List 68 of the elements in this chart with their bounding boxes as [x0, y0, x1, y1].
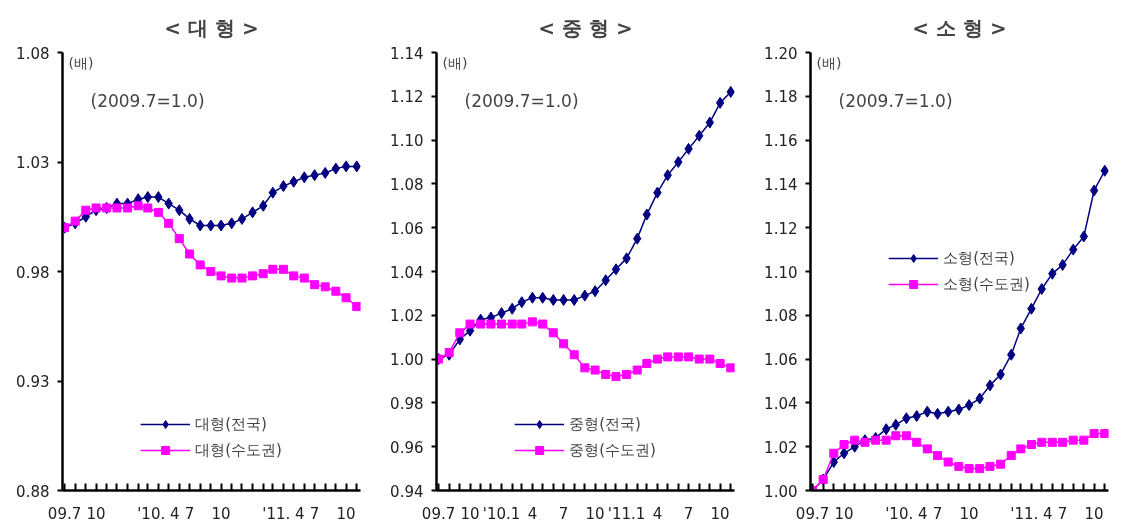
- x-tick-label: '11.1: [607, 504, 646, 523]
- x-tick-label: '11. 4: [262, 504, 305, 523]
- x-tick-label: 10: [336, 504, 356, 523]
- x-tick-label: 7: [1057, 504, 1068, 523]
- x-tick-label: '11. 4: [1010, 504, 1053, 523]
- x-tick-label: 09.7: [795, 504, 830, 523]
- x-tick-label: 10: [585, 504, 605, 523]
- x-tick-label: '10.1: [482, 504, 521, 523]
- y-tick-label: 1.14: [390, 44, 424, 63]
- x-tick-label: 7: [558, 504, 569, 523]
- x-tick-label: 7: [683, 504, 694, 523]
- x-tick-label: 10: [1084, 504, 1104, 523]
- x-tick-label: '10. 4: [885, 504, 928, 523]
- y-axis-title: (배): [816, 54, 842, 71]
- y-tick-label: 1.06: [390, 219, 424, 238]
- x-tick-label: 7: [309, 504, 320, 523]
- chart-title: < 중 형 >: [538, 15, 633, 40]
- annotation: (2009.7=1.0): [464, 90, 579, 111]
- y-tick-label: 1.00: [390, 351, 424, 370]
- legend-label: 소형(수도권): [943, 274, 1030, 294]
- y-tick-label: 1.10: [390, 132, 424, 151]
- y-tick-label: 1.02: [390, 307, 424, 326]
- y-tick-label: 1.03: [16, 154, 50, 172]
- y-axis-title: (배): [68, 54, 94, 71]
- y-tick-label: 1.10: [764, 263, 798, 282]
- y-tick-label: 0.93: [16, 373, 50, 391]
- x-tick-label: 10: [460, 504, 480, 523]
- y-tick-label: 0.98: [390, 394, 424, 413]
- y-tick-label: 1.04: [764, 394, 798, 413]
- y-tick-label: 1.02: [764, 438, 798, 457]
- y-tick-label: 0.96: [390, 438, 424, 457]
- x-tick-label: 10: [710, 504, 730, 523]
- y-tick-label: 1.18: [764, 88, 798, 107]
- legend-label: 대형(수도권): [195, 440, 282, 460]
- y-tick-label: 1.06: [764, 351, 798, 370]
- y-tick-label: 0.94: [390, 482, 424, 501]
- legend-label: 대형(전국): [195, 414, 267, 434]
- legend-label: 소형(전국): [943, 248, 1015, 268]
- y-tick-label: 1.16: [764, 132, 798, 151]
- y-tick-label: 0.88: [16, 482, 50, 501]
- annotation: (2009.7=1.0): [838, 90, 953, 111]
- x-tick-label: 09.7: [47, 504, 82, 523]
- x-tick-label: 10: [834, 504, 854, 523]
- y-tick-label: 0.98: [16, 263, 50, 282]
- annotation: (2009.7=1.0): [90, 90, 205, 111]
- x-tick-label: 09.7: [421, 504, 456, 523]
- legend-label: 중형(수도권): [569, 440, 656, 460]
- y-tick-label: 1.08: [764, 307, 798, 326]
- x-tick-label: 4: [527, 504, 538, 523]
- y-axis-title: (배): [442, 54, 468, 71]
- x-tick-label: 10: [959, 504, 979, 523]
- x-tick-label: 10: [211, 504, 231, 523]
- x-tick-label: 7: [184, 504, 195, 523]
- x-tick-label: '10. 4: [137, 504, 180, 523]
- chart-title: < 소 형 >: [912, 15, 1007, 40]
- y-tick-label: 1.12: [764, 219, 798, 238]
- y-tick-label: 1.20: [764, 44, 798, 63]
- y-tick-label: 1.08: [390, 175, 424, 194]
- x-tick-label: 7: [932, 504, 943, 523]
- x-tick-label: 10: [86, 504, 106, 523]
- y-tick-label: 1.08: [16, 44, 50, 63]
- y-tick-label: 1.14: [764, 175, 798, 194]
- y-tick-label: 1.12: [390, 88, 424, 107]
- chart-title: < 대 형 >: [164, 15, 259, 40]
- x-tick-label: 4: [652, 504, 663, 523]
- y-tick-label: 1.04: [390, 263, 424, 282]
- y-tick-label: 1.00: [764, 482, 798, 501]
- legend-label: 중형(전국): [569, 414, 641, 434]
